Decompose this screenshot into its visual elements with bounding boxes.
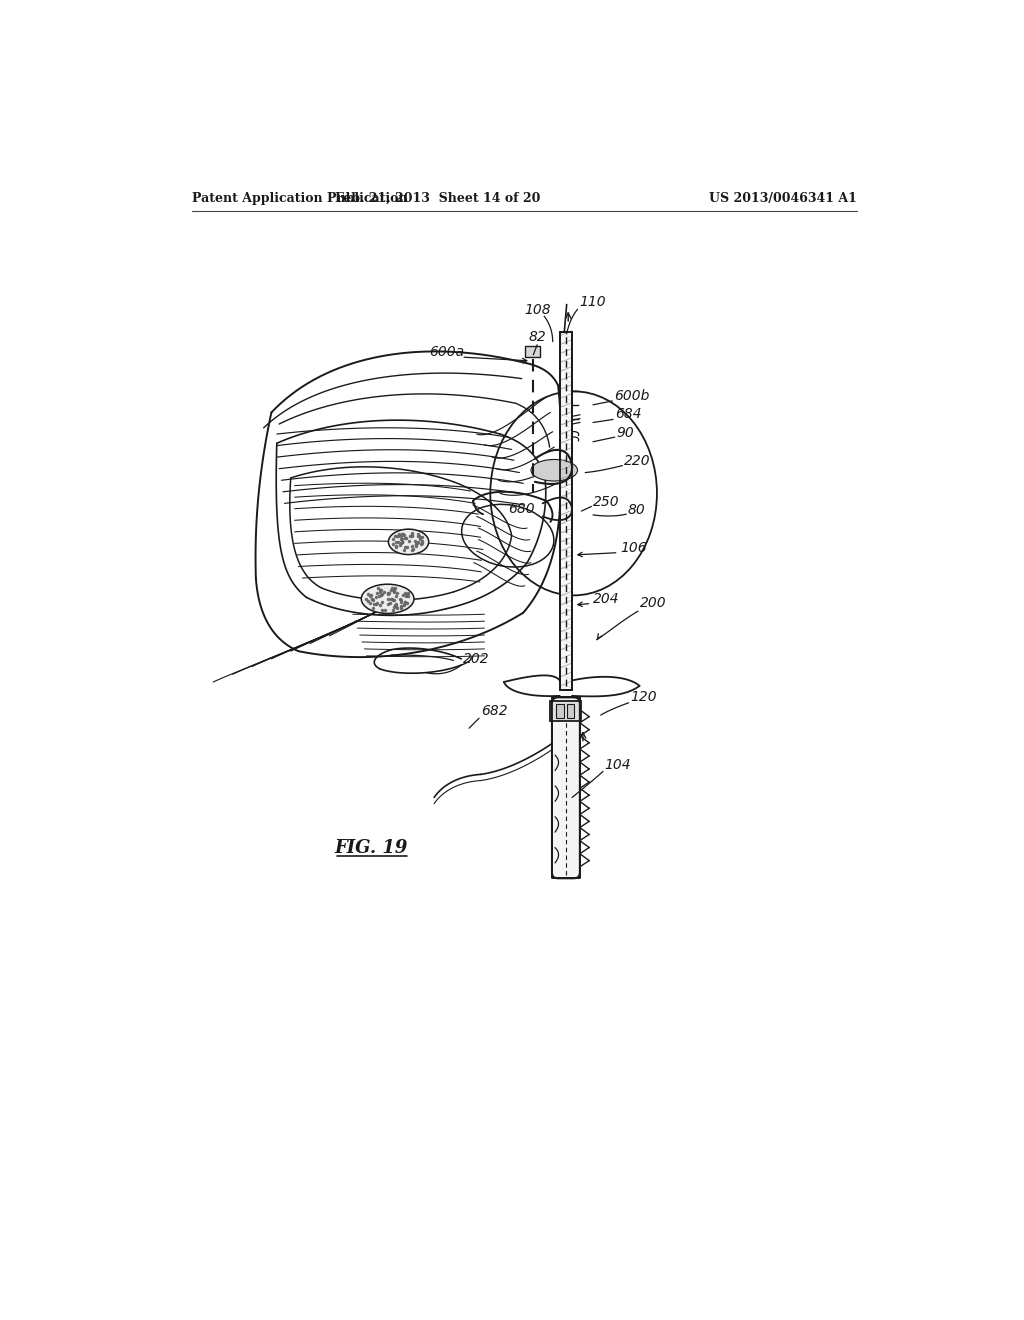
Bar bbox=[560, 331, 572, 689]
Text: 104: 104 bbox=[604, 758, 631, 772]
Ellipse shape bbox=[361, 585, 414, 614]
Bar bbox=[556, 704, 563, 718]
Bar bbox=[560, 331, 572, 689]
Text: 684: 684 bbox=[614, 407, 641, 421]
Text: 108: 108 bbox=[524, 304, 551, 317]
Text: 250: 250 bbox=[593, 495, 620, 508]
Text: 106: 106 bbox=[621, 541, 647, 554]
Text: 82: 82 bbox=[528, 330, 546, 345]
FancyBboxPatch shape bbox=[524, 346, 541, 358]
Text: 110: 110 bbox=[579, 294, 605, 309]
Text: 600a: 600a bbox=[429, 345, 464, 359]
Text: 90: 90 bbox=[616, 425, 634, 440]
Text: 80: 80 bbox=[628, 503, 645, 516]
Text: Patent Application Publication: Patent Application Publication bbox=[193, 191, 408, 205]
Text: US 2013/0046341 A1: US 2013/0046341 A1 bbox=[709, 191, 856, 205]
Ellipse shape bbox=[388, 529, 429, 554]
Text: 680: 680 bbox=[508, 502, 535, 516]
Text: 682: 682 bbox=[480, 705, 507, 718]
Text: 600b: 600b bbox=[614, 388, 649, 403]
Text: 220: 220 bbox=[624, 454, 650, 469]
Text: FIG. 19: FIG. 19 bbox=[335, 838, 408, 857]
Text: 202: 202 bbox=[463, 652, 489, 665]
Text: 200: 200 bbox=[640, 597, 667, 610]
Bar bbox=[566, 704, 574, 718]
Ellipse shape bbox=[531, 459, 578, 480]
Bar bbox=[550, 701, 582, 721]
Text: 120: 120 bbox=[630, 690, 656, 705]
Text: Feb. 21, 2013  Sheet 14 of 20: Feb. 21, 2013 Sheet 14 of 20 bbox=[335, 191, 541, 205]
Bar bbox=[552, 697, 580, 878]
Text: 204: 204 bbox=[593, 591, 620, 606]
